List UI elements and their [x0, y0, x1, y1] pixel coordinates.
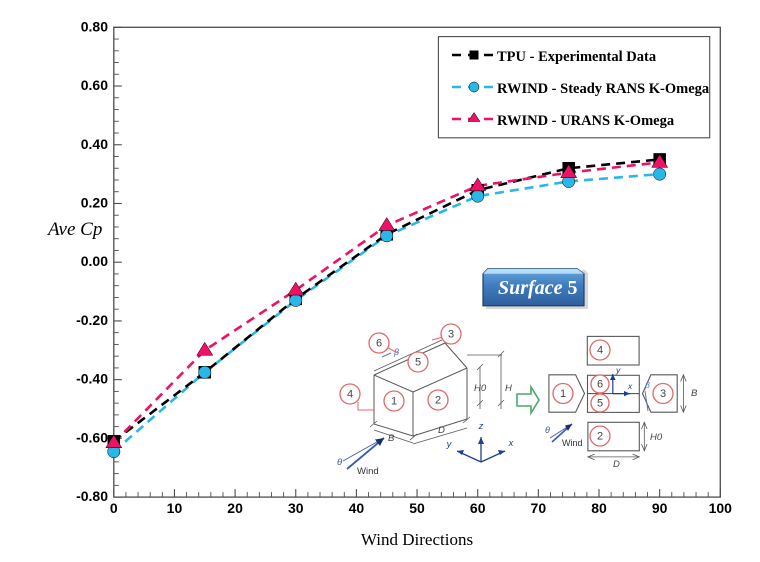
svg-text:D: D	[613, 459, 620, 470]
svg-text:0.60: 0.60	[81, 77, 108, 93]
svg-text:50: 50	[409, 500, 425, 516]
svg-text:70: 70	[531, 500, 547, 516]
svg-text:D: D	[438, 425, 445, 436]
svg-text:6: 6	[376, 338, 382, 350]
svg-text:x: x	[508, 438, 515, 449]
svg-text:z: z	[478, 421, 484, 432]
svg-text:0.00: 0.00	[81, 253, 108, 269]
svg-text:θ: θ	[337, 457, 343, 468]
svg-text:80: 80	[591, 500, 607, 516]
svg-text:3: 3	[660, 388, 666, 400]
svg-text:-0.40: -0.40	[76, 371, 108, 387]
svg-text:RWIND - URANS K-Omega: RWIND - URANS K-Omega	[497, 113, 675, 129]
svg-text:B: B	[691, 388, 698, 399]
svg-text:3: 3	[448, 329, 454, 341]
svg-text:2: 2	[597, 431, 603, 443]
svg-text:20: 20	[227, 500, 243, 516]
svg-text:90: 90	[652, 500, 668, 516]
svg-text:-0.80: -0.80	[76, 488, 108, 504]
svg-text:1: 1	[560, 388, 566, 400]
svg-text:H: H	[505, 383, 512, 394]
svg-text:100: 100	[709, 500, 733, 516]
svg-text:0: 0	[110, 500, 118, 516]
svg-text:Wind Directions: Wind Directions	[361, 530, 473, 549]
svg-text:y: y	[615, 365, 621, 375]
svg-text:5: 5	[597, 397, 603, 409]
svg-text:x: x	[627, 381, 633, 391]
svg-text:y: y	[446, 439, 453, 450]
svg-text:RWIND - Steady RANS K-Omega: RWIND - Steady RANS K-Omega	[497, 81, 710, 97]
svg-text:β: β	[393, 347, 399, 357]
svg-text:B: B	[388, 433, 395, 444]
svg-text:0.20: 0.20	[81, 194, 108, 210]
svg-text:40: 40	[349, 500, 365, 516]
svg-text:0.40: 0.40	[81, 136, 108, 152]
svg-text:β: β	[644, 380, 650, 390]
svg-text:0.80: 0.80	[81, 18, 108, 34]
svg-text:1: 1	[391, 396, 397, 408]
svg-text:θ: θ	[545, 425, 550, 435]
svg-text:Wind: Wind	[562, 438, 583, 448]
svg-text:4: 4	[597, 345, 603, 357]
svg-text:30: 30	[288, 500, 304, 516]
svg-text:H0: H0	[474, 383, 487, 394]
svg-text:5: 5	[415, 357, 421, 369]
svg-text:2: 2	[435, 395, 441, 407]
svg-text:-0.60: -0.60	[76, 429, 108, 445]
svg-text:Surface 5: Surface 5	[498, 277, 577, 299]
svg-text:10: 10	[167, 500, 183, 516]
svg-text:6: 6	[597, 378, 603, 390]
svg-text:H0: H0	[650, 432, 663, 443]
svg-text:Ave Cp: Ave Cp	[46, 219, 102, 240]
svg-text:-0.20: -0.20	[76, 312, 108, 328]
svg-text:4: 4	[347, 389, 353, 401]
svg-text:60: 60	[470, 500, 486, 516]
svg-text:Wind: Wind	[357, 466, 379, 477]
svg-text:TPU - Experimental Data: TPU - Experimental Data	[497, 49, 657, 65]
